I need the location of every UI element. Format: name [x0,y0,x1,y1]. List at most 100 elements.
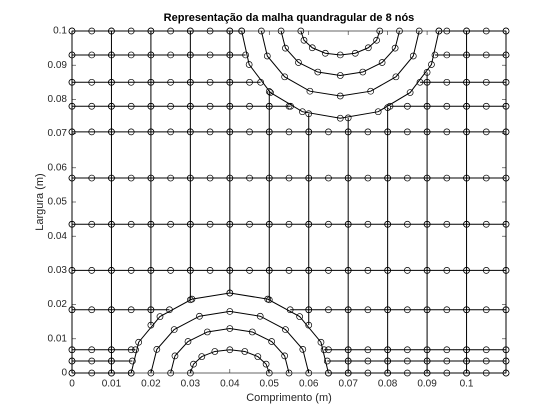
mesh-node [404,220,411,228]
mesh-node [127,128,135,136]
mesh-node [167,128,174,136]
y-tick-label: 0.07 [48,128,68,139]
mesh-node [206,27,214,35]
mesh-node [184,338,192,345]
mesh-node [265,128,273,136]
mesh-node [265,88,273,95]
mesh-node [226,102,234,110]
mesh-node [443,51,451,59]
mesh-node [378,59,386,66]
mesh-node [443,78,451,86]
mesh-node [351,49,359,57]
mesh-node [482,102,490,110]
mesh-node [325,220,332,228]
mesh-node [206,174,214,182]
mesh-node [88,102,96,110]
mesh-node [482,357,490,365]
mesh-node [108,369,115,377]
mesh-node [167,102,174,110]
mesh-node [167,51,174,59]
mesh-node [423,267,431,274]
x-tick-label: 0.04 [220,379,240,390]
mesh-node [344,357,352,365]
mesh-node [384,357,391,365]
mesh-node [423,174,431,182]
mesh-node [325,267,332,274]
mesh-line [130,292,329,374]
x-tick-label: 0.03 [181,379,201,390]
mesh-node [108,174,115,182]
mesh-node [384,346,391,354]
mesh-node [364,357,372,365]
mesh-node [463,102,470,110]
mesh-node [187,128,194,136]
mesh-node [502,27,510,35]
mesh-node [167,174,174,182]
mesh-node [384,267,391,274]
mesh-node [443,102,451,110]
mesh-node [156,313,164,320]
mesh-line [280,30,400,76]
mesh-node [463,357,470,365]
mesh-node [226,346,234,354]
mesh-node [443,267,451,274]
mesh-node [404,306,411,314]
mesh-node [147,267,155,274]
mesh-node [364,306,372,314]
mesh-node [463,346,470,354]
mesh-node [153,346,161,353]
mesh-node [127,267,135,274]
mesh-node [391,44,399,52]
mesh-node [364,220,372,228]
mesh-node [226,174,234,182]
mesh-node [364,128,372,136]
mesh-node [367,87,375,95]
mesh-line [150,310,310,374]
mesh-node [88,267,96,274]
mesh-node [68,51,76,59]
y-tick-label: 0.08 [48,94,68,105]
mesh-node [443,27,451,35]
mesh-node [68,267,76,274]
mesh-node [265,369,273,377]
mesh-node [285,220,293,228]
mesh-node [246,267,253,274]
mesh-node [325,306,332,314]
mesh-node [88,306,96,314]
mesh-node [305,174,313,182]
mesh-node [267,89,274,96]
mesh-node [88,78,96,86]
mesh-node [482,27,490,35]
mesh-node [404,267,411,274]
y-tick-label: 0.03 [48,265,68,276]
mesh-node [226,289,234,297]
mesh-node [502,128,510,136]
mesh-node [198,353,206,360]
mesh-node [88,357,96,365]
mesh-node [443,369,451,377]
mesh-node [285,174,293,182]
mesh-node [404,346,411,354]
mesh-node [147,174,155,182]
mesh-node [108,51,115,59]
mesh-node [129,357,136,365]
mesh-node [245,61,253,68]
mesh-node [502,346,510,354]
mesh-node [299,346,307,353]
mesh-node [502,267,510,274]
mesh-node [406,89,414,96]
mesh-node [246,128,253,136]
mesh-node [404,369,411,377]
mesh-node [187,220,194,228]
mesh-node [336,114,344,122]
mesh-node [374,108,382,116]
mesh-node [364,267,372,274]
mesh-node [226,128,234,136]
mesh-node [108,27,115,35]
mesh-node [364,174,372,182]
mesh-node [384,220,391,228]
mesh-node [277,27,285,35]
mesh-node [206,267,214,274]
mesh-node [443,220,451,228]
mesh-node [196,312,203,320]
